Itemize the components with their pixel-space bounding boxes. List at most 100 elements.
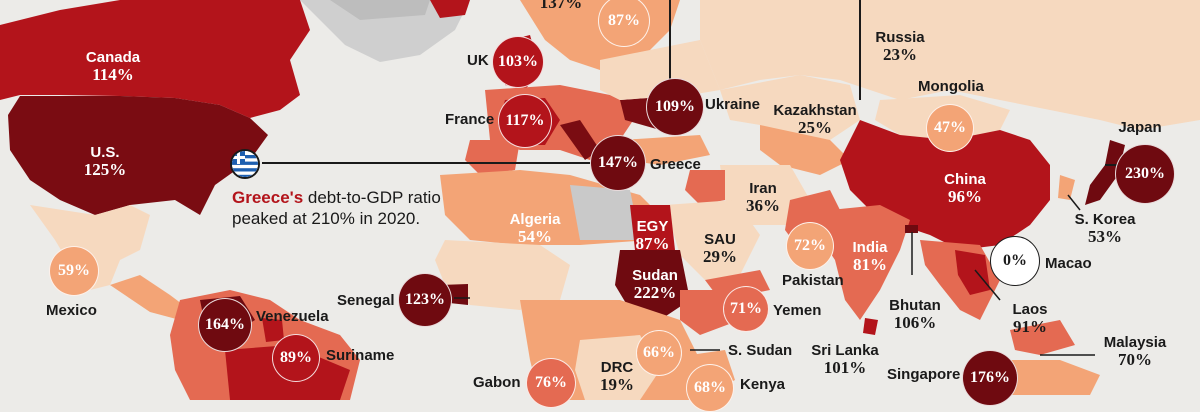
egypt-value: 87% xyxy=(635,233,670,253)
label-canada: Canada 114% xyxy=(78,50,148,84)
top-left-value: 137% xyxy=(539,0,583,12)
greece-name: Greece xyxy=(650,156,701,173)
label-saudi: SAU 29% xyxy=(695,232,745,266)
algeria-value: 54% xyxy=(518,226,552,246)
russia-name: Russia xyxy=(875,29,925,46)
india-shape xyxy=(825,205,910,320)
greece-annotation-line1: debt-to-GDP ratio xyxy=(303,188,441,207)
sudan-value: 222% xyxy=(633,282,677,302)
iberia-shape xyxy=(465,140,520,175)
suriname-name: Suriname xyxy=(326,347,395,364)
mongolia-name: Mongolia xyxy=(918,78,984,95)
label-russia: Russia 23% xyxy=(860,30,940,64)
greenland-shape xyxy=(300,0,470,62)
senegal-name: Senegal xyxy=(337,292,395,309)
uk-name: UK xyxy=(467,52,489,69)
canada-shape xyxy=(0,0,310,118)
egypt-shape xyxy=(630,205,675,250)
iceland-shape xyxy=(430,0,470,18)
mexico-shape xyxy=(30,205,150,290)
kazakhstan-value: 25% xyxy=(798,117,832,137)
russia-value: 23% xyxy=(883,44,917,64)
laos-leader-line xyxy=(974,269,1001,301)
ukraine-value-circle: 109% xyxy=(646,78,704,136)
suriname-shape xyxy=(262,318,284,342)
sri-lanka-name: Sri Lanka xyxy=(811,342,879,359)
singapore-name: Singapore xyxy=(887,366,961,383)
india-name: India xyxy=(852,239,888,256)
arctic-shape xyxy=(330,0,430,20)
sudan-name: Sudan xyxy=(632,267,678,284)
russia-shape xyxy=(700,0,1200,130)
saudi-value: 29% xyxy=(703,246,737,266)
egypt-name: EGY xyxy=(636,218,669,235)
singapore-value-circle: 176% xyxy=(962,350,1018,406)
s-korea-leader-line xyxy=(1067,194,1081,211)
libya-shape xyxy=(570,185,640,240)
bhutan-shape xyxy=(905,225,918,233)
malaysia-value: 70% xyxy=(1118,349,1152,369)
japan-name: Japan xyxy=(1118,119,1162,136)
greece-flag-icon xyxy=(230,149,260,179)
label-malaysia: Malaysia 70% xyxy=(1095,335,1175,369)
gabon-value-circle: 76% xyxy=(526,358,576,408)
japan-value-circle: 230% xyxy=(1115,144,1175,204)
label-bhutan: Bhutan 106% xyxy=(885,298,945,332)
sri-lanka-shape xyxy=(863,318,878,335)
world-map xyxy=(0,0,1200,400)
yemen-name: Yemen xyxy=(773,302,822,319)
s-korea-value: 53% xyxy=(1088,226,1122,246)
kenya-value-circle: 68% xyxy=(686,364,734,412)
canada-value: 114% xyxy=(92,64,134,84)
india-value: 81% xyxy=(853,254,887,274)
drc-value: 19% xyxy=(600,374,634,394)
label-kazakhstan: Kazakhstan 25% xyxy=(765,103,865,137)
japan-shape xyxy=(1085,140,1125,205)
label-sri-lanka: Sri Lanka 101% xyxy=(800,343,890,377)
macao-name: Macao xyxy=(1045,255,1092,272)
label-drc: DRC 19% xyxy=(592,360,642,394)
bhutan-value: 106% xyxy=(893,312,937,332)
label-iran: Iran 36% xyxy=(738,181,788,215)
laos-shape xyxy=(955,250,990,295)
china-name: China xyxy=(944,171,986,188)
kenya-name: Kenya xyxy=(740,376,786,393)
label-s-korea: S. Korea 53% xyxy=(1060,212,1150,246)
france-name: France xyxy=(445,111,495,128)
label-sudan: Sudan 222% xyxy=(625,268,685,302)
label-top-left: 137% xyxy=(536,0,586,12)
s-sudan-value-circle: 66% xyxy=(636,330,682,376)
iran-name: Iran xyxy=(749,180,777,197)
label-japan: Japan xyxy=(1110,120,1170,136)
laos-name: Laos xyxy=(1012,301,1048,318)
greece-annotation-highlight: Greece's xyxy=(232,188,304,207)
sri-lanka-value: 101% xyxy=(823,357,867,377)
label-us: U.S. 125% xyxy=(70,145,140,179)
greece-annotation-line2: peaked at 210% in 2020. xyxy=(232,209,421,229)
yemen-value-circle: 71% xyxy=(723,286,769,332)
pakistan-value-circle: 72% xyxy=(786,222,834,270)
venezuela-name: Venezuela xyxy=(256,308,329,325)
usa-shape xyxy=(8,96,268,215)
us-value: 125% xyxy=(83,159,127,179)
bhutan-name: Bhutan xyxy=(889,297,941,314)
china-value: 96% xyxy=(948,186,982,206)
gabon-name: Gabon xyxy=(473,374,521,391)
malaysia-shape xyxy=(1010,320,1075,355)
saudi-shape xyxy=(665,200,760,280)
kazakhstan-name: Kazakhstan xyxy=(773,102,857,119)
greece-value-circle: 147% xyxy=(590,135,646,191)
italy-shape xyxy=(560,120,600,160)
senegal-value-circle: 123% xyxy=(398,273,452,327)
mongolia-value-circle: 47% xyxy=(926,104,974,152)
france-value-circle: 117% xyxy=(498,94,552,148)
mexico-name: Mexico xyxy=(46,302,97,319)
venezuela-value-circle: 164% xyxy=(198,298,252,352)
label-india: India 81% xyxy=(845,240,895,274)
s-korea-name: S. Korea xyxy=(1074,211,1136,228)
label-china: China 96% xyxy=(930,172,1000,206)
iran-shape xyxy=(720,165,810,225)
pakistan-name: Pakistan xyxy=(782,272,844,289)
west-africa-shape xyxy=(435,240,570,310)
label-laos: Laos 91% xyxy=(1005,302,1055,336)
